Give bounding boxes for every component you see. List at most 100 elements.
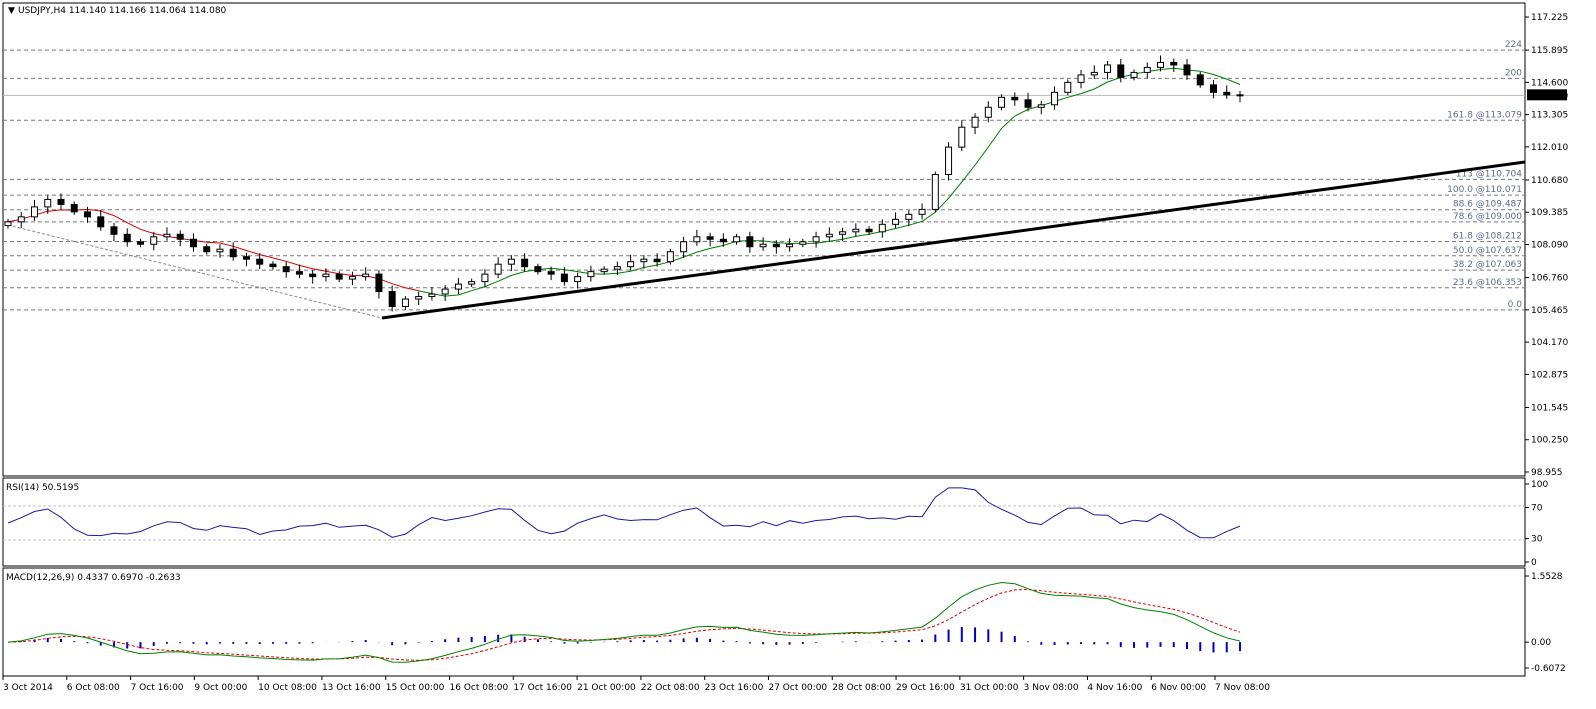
price-scale-label: 113.305	[1531, 111, 1568, 121]
fib-anchor-line[interactable]	[7, 224, 383, 319]
candle-body	[110, 226, 118, 235]
candle-body	[1037, 104, 1045, 108]
candle-body	[216, 248, 224, 253]
candle-body	[242, 256, 250, 260]
candle-body	[1104, 64, 1112, 73]
candle-body	[653, 258, 661, 263]
macd-histogram	[20, 626, 1241, 653]
price-panel[interactable]	[2, 2, 1526, 477]
candle-body	[812, 236, 820, 243]
price-scale-label: 101.545	[1531, 403, 1568, 413]
chart-header: USDJPY,H4 114.140 114.166 114.064 114.08…	[18, 6, 227, 16]
price-scale-label: 109.385	[1531, 208, 1568, 218]
candle-body	[30, 206, 38, 218]
candle-body	[931, 174, 939, 210]
price-scale-label: 115.895	[1531, 46, 1568, 56]
price-scale-label: 110.680	[1531, 176, 1568, 186]
candle-body	[375, 273, 383, 293]
ascending-trendline[interactable]	[381, 160, 1526, 320]
candle-body	[892, 218, 900, 225]
candle-body	[335, 273, 343, 280]
fib-level-label: 113 @110.704	[1456, 169, 1523, 179]
candle-body	[1196, 74, 1204, 86]
candle-body	[719, 238, 727, 243]
macd-signal-line	[7, 588, 1241, 661]
candle-body	[295, 271, 303, 275]
time-axis-label: 23 Oct 16:00	[705, 683, 764, 693]
candle-body	[1077, 74, 1085, 83]
candle-body	[256, 258, 264, 265]
price-scale-label: 105.465	[1531, 306, 1568, 316]
candle-body	[494, 263, 502, 275]
price-scale-label: 112.010	[1531, 143, 1568, 153]
fib-level-label: 78.6 @109.000	[1453, 212, 1522, 222]
macd-scale-label: 1.5528	[1531, 572, 1563, 582]
candle-body	[600, 268, 608, 273]
candle-body	[1143, 66, 1151, 73]
time-axis-label: 13 Oct 16:00	[322, 683, 381, 693]
candle-body	[428, 293, 436, 298]
time-axis-label: 6 Oct 08:00	[67, 683, 120, 693]
candle-body	[640, 258, 648, 263]
candle-body	[150, 236, 158, 245]
candle-body	[852, 228, 860, 233]
candle-body	[44, 198, 52, 208]
candle-body	[322, 273, 330, 278]
candle-body	[547, 271, 555, 275]
candle-body	[1117, 64, 1125, 78]
candle-body	[97, 216, 105, 228]
candle-body	[468, 281, 476, 285]
time-axis-label: 4 Nov 16:00	[1087, 683, 1142, 693]
time-axis-label: 21 Oct 00:00	[577, 683, 636, 693]
candle-body	[269, 263, 277, 268]
time-axis-label: 28 Oct 08:00	[832, 683, 891, 693]
candle-body	[666, 251, 674, 263]
candle-body	[706, 236, 714, 240]
price-scale-label: 117.225	[1531, 13, 1568, 23]
time-axis-label: 31 Oct 00:00	[960, 683, 1019, 693]
candle-body	[4, 221, 12, 227]
candle-body	[1210, 84, 1218, 93]
price-scale-label: 106.760	[1531, 274, 1568, 284]
rsi-scale-label: 30	[1531, 535, 1543, 545]
time-axis-label: 7 Oct 16:00	[131, 683, 184, 693]
candle-body	[534, 266, 542, 273]
time-axis-label: 15 Oct 00:00	[386, 683, 445, 693]
candle-body	[57, 198, 65, 205]
fib-level-label: 0.0	[1508, 300, 1523, 310]
candle-body	[481, 273, 489, 283]
price-scale-label: 108.090	[1531, 241, 1568, 251]
candle-body	[574, 276, 582, 283]
candle-body	[905, 213, 913, 220]
candle-body	[680, 241, 688, 253]
time-axis-label: 9 Oct 00:00	[194, 683, 247, 693]
candle-body	[123, 233, 131, 243]
candle-body	[786, 243, 794, 248]
candle-body	[560, 273, 568, 283]
fib-level-label: 61.8 @108.212	[1453, 231, 1522, 241]
candle-body	[282, 266, 290, 273]
macd-scale: 1.5528 0.00 -0.6072	[1525, 572, 1566, 674]
candle-body	[441, 288, 449, 295]
time-axis-label: 16 Oct 08:00	[450, 683, 509, 693]
price-scale-label: 102.875	[1531, 370, 1568, 380]
candle-body	[83, 211, 91, 218]
candle-body	[401, 298, 409, 308]
rsi-scale-label: 0	[1531, 558, 1537, 568]
current-price-label: 114.080	[1531, 91, 1568, 101]
fib-level-label: 100.0 @110.071	[1447, 185, 1522, 195]
macd-main-line	[7, 581, 1241, 663]
candle-body	[998, 96, 1006, 108]
candle-body	[309, 273, 317, 278]
candle-body	[348, 276, 356, 280]
macd-panel[interactable]	[2, 567, 1526, 677]
candle-body	[799, 241, 807, 245]
candle-body	[163, 233, 171, 238]
time-axis-label: 17 Oct 16:00	[513, 683, 572, 693]
menu-triangle-icon[interactable]: ▼	[8, 6, 15, 16]
candle-body	[746, 236, 754, 248]
candle-body	[362, 273, 370, 278]
macd-scale-label: 0.00	[1531, 638, 1551, 648]
